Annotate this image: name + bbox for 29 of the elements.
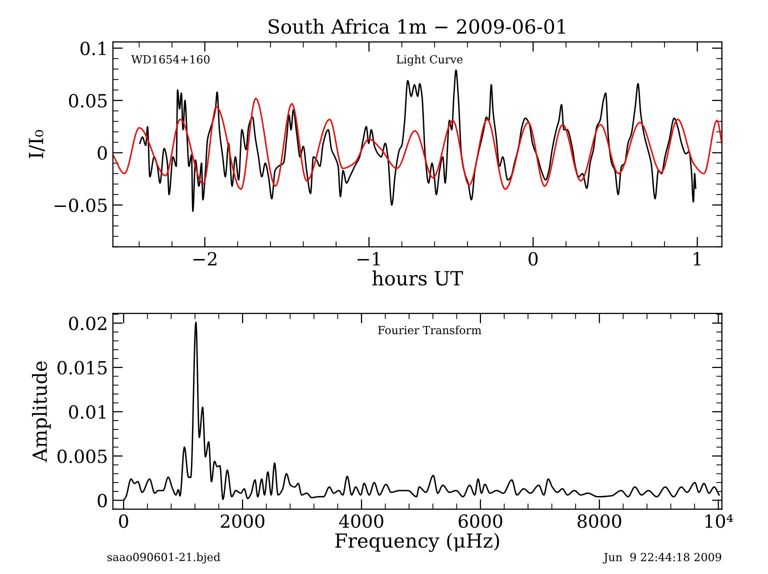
x-axis-title: hours UT [372, 270, 463, 286]
x-tick-label: 1 [694, 252, 700, 266]
y-tick-label: 0.01 [69, 405, 106, 419]
y-tick-label: 0 [98, 494, 107, 508]
y-tick-label: 0.05 [69, 94, 107, 108]
x-axis-title: Frequency (μHz) [335, 532, 500, 552]
annotation: Light Curve [396, 54, 463, 66]
y-axis-title: I/I₀ [28, 130, 45, 158]
x-tick-label: 2000 [220, 514, 264, 528]
x-tick-label: 0 [119, 514, 128, 528]
y-tick-label: 0 [98, 146, 107, 160]
y-tick-label: 0.02 [69, 316, 106, 330]
x-tick-label: 0 [528, 252, 538, 266]
y-tick-label: 0.015 [58, 360, 107, 375]
annotation: Fourier Transform [378, 326, 482, 334]
x-tick-label: 10⁴ [705, 514, 733, 528]
x-tick-label: 8000 [578, 514, 622, 528]
y-axis-title: Amplitude [32, 361, 51, 462]
text: saao090601-21.bjed [107, 552, 220, 564]
chart-title: South Africa 1m − 2009-06-01 [268, 18, 566, 34]
y-tick-label: −0.05 [54, 198, 107, 212]
y-tick-label: 0.1 [80, 42, 106, 56]
x-tick-label: −2 [193, 252, 216, 266]
y-tick-label: 0.005 [58, 449, 107, 464]
annotation: WD1654+160 [131, 55, 210, 64]
x-tick-label: 4000 [339, 514, 384, 528]
x-tick-label: 6000 [458, 514, 502, 528]
text: Jun 9 22:44:18 2009 [602, 552, 722, 564]
x-tick-label: −1 [358, 252, 380, 266]
